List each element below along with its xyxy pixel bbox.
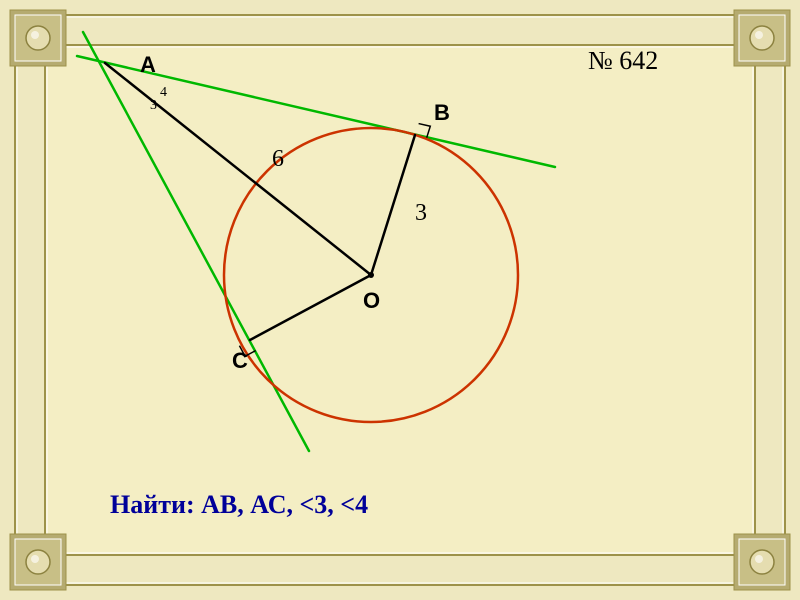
point-label-B: В (434, 100, 450, 126)
angle-label-4: 4 (160, 85, 167, 101)
geometry-problem-slide: № 642 А В С О 6 3 3 4 Найти: АВ, АС, <3,… (0, 0, 800, 600)
length-label-OB: 3 (415, 200, 427, 227)
point-label-O: О (363, 288, 380, 314)
length-label-AO: 6 (272, 146, 284, 173)
point-label-A: А (140, 52, 156, 78)
find-text: Найти: АВ, АС, <3, <4 (110, 490, 368, 520)
point-label-C: С (232, 348, 248, 374)
angle-label-3: 3 (150, 98, 157, 114)
problem-number: № 642 (588, 46, 658, 76)
